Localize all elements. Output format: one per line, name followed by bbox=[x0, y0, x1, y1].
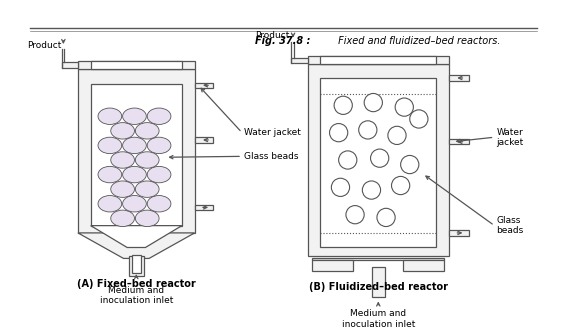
Circle shape bbox=[388, 126, 406, 144]
Ellipse shape bbox=[98, 108, 122, 124]
Ellipse shape bbox=[147, 195, 171, 212]
Circle shape bbox=[377, 208, 395, 227]
Ellipse shape bbox=[147, 108, 171, 124]
Polygon shape bbox=[91, 226, 182, 247]
Bar bbox=[403, 260, 445, 271]
Bar bbox=[129, 256, 143, 276]
Ellipse shape bbox=[147, 137, 171, 154]
Ellipse shape bbox=[136, 152, 159, 168]
Ellipse shape bbox=[111, 152, 134, 168]
Ellipse shape bbox=[147, 166, 171, 183]
Text: Fixed and fluidized–bed reactors.: Fixed and fluidized–bed reactors. bbox=[335, 36, 501, 46]
Bar bbox=[449, 139, 469, 144]
Text: Product: Product bbox=[255, 31, 289, 39]
Text: Product: Product bbox=[27, 41, 61, 50]
Ellipse shape bbox=[98, 195, 122, 212]
Circle shape bbox=[362, 181, 380, 199]
Bar bbox=[194, 83, 213, 88]
Text: (A) Fixed–bed reactor: (A) Fixed–bed reactor bbox=[77, 279, 196, 290]
Bar bbox=[62, 63, 78, 68]
Text: Glass beads: Glass beads bbox=[244, 152, 298, 161]
Bar bbox=[308, 56, 449, 64]
Bar bbox=[91, 84, 182, 226]
Text: Glass
beads: Glass beads bbox=[496, 216, 523, 235]
Circle shape bbox=[410, 110, 428, 128]
Circle shape bbox=[401, 155, 419, 174]
Bar bbox=[308, 64, 449, 256]
Circle shape bbox=[346, 206, 364, 224]
Circle shape bbox=[334, 96, 352, 114]
Circle shape bbox=[392, 176, 410, 195]
Ellipse shape bbox=[111, 210, 134, 227]
Bar bbox=[449, 230, 469, 236]
Polygon shape bbox=[78, 233, 194, 259]
Text: Fig. 37.8 :: Fig. 37.8 : bbox=[255, 36, 311, 46]
Text: Water
jacket: Water jacket bbox=[496, 128, 523, 147]
Bar bbox=[91, 61, 182, 69]
Circle shape bbox=[331, 178, 350, 196]
Text: (B) Fluidized–bed reactor: (B) Fluidized–bed reactor bbox=[309, 282, 448, 292]
Ellipse shape bbox=[122, 108, 146, 124]
Bar bbox=[78, 61, 194, 69]
Ellipse shape bbox=[98, 166, 122, 183]
Circle shape bbox=[329, 123, 348, 142]
Circle shape bbox=[364, 93, 382, 112]
Bar bbox=[194, 137, 213, 143]
Circle shape bbox=[338, 151, 357, 169]
Bar bbox=[320, 56, 436, 64]
Text: Medium and
inoculation inlet: Medium and inoculation inlet bbox=[100, 286, 173, 305]
Bar bbox=[291, 58, 308, 63]
Ellipse shape bbox=[122, 137, 146, 154]
Bar bbox=[194, 205, 213, 210]
Ellipse shape bbox=[111, 123, 134, 139]
Ellipse shape bbox=[136, 210, 159, 227]
Ellipse shape bbox=[122, 166, 146, 183]
Text: Medium and
inoculation inlet: Medium and inoculation inlet bbox=[341, 310, 415, 329]
Text: Water jacket: Water jacket bbox=[244, 128, 301, 137]
Bar bbox=[449, 75, 469, 81]
Bar bbox=[320, 78, 436, 247]
Ellipse shape bbox=[136, 123, 159, 139]
Bar bbox=[78, 69, 194, 233]
Bar bbox=[312, 258, 445, 260]
Ellipse shape bbox=[111, 181, 134, 197]
Ellipse shape bbox=[136, 181, 159, 197]
Bar bbox=[312, 260, 353, 271]
Circle shape bbox=[359, 121, 377, 139]
Circle shape bbox=[395, 98, 413, 116]
Bar bbox=[132, 255, 141, 273]
Ellipse shape bbox=[98, 137, 122, 154]
Ellipse shape bbox=[122, 195, 146, 212]
Circle shape bbox=[371, 149, 389, 167]
Bar bbox=[372, 266, 384, 297]
